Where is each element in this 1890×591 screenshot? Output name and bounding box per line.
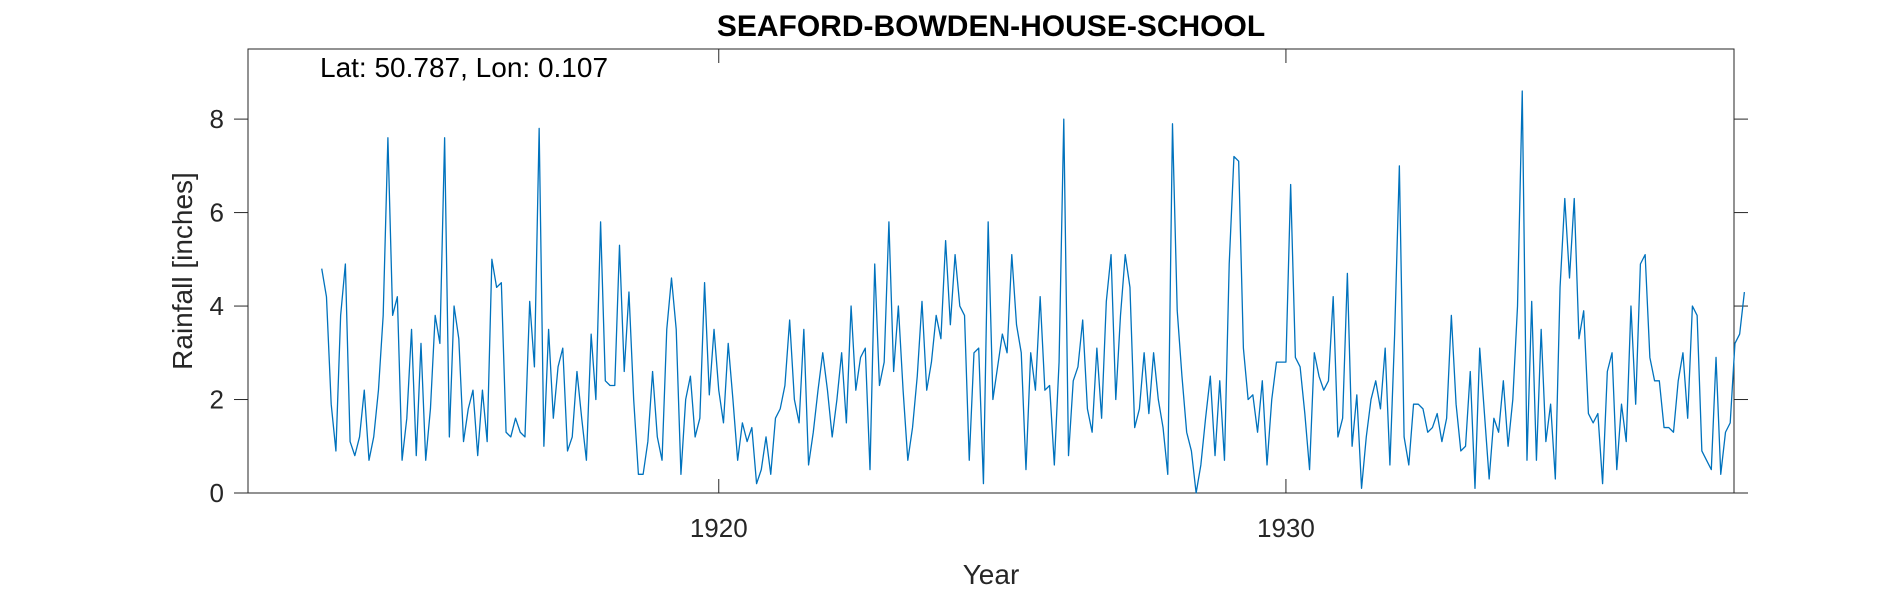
- x-tick-label: 1930: [1257, 513, 1315, 543]
- y-tick-label: 8: [210, 104, 224, 134]
- x-tick-label: 1920: [690, 513, 748, 543]
- y-tick-label: 4: [210, 291, 224, 321]
- y-tick-label: 0: [210, 478, 224, 508]
- chart-title: SEAFORD-BOWDEN-HOUSE-SCHOOL: [717, 10, 1265, 43]
- y-axis-label: Rainfall [inches]: [167, 172, 198, 370]
- location-annotation: Lat: 50.787, Lon: 0.107: [320, 52, 608, 83]
- x-axis: 1920 1930: [690, 49, 1315, 543]
- y-axis: 0 2 4 6 8: [210, 104, 1748, 508]
- plot-area: [247, 48, 1735, 494]
- y-tick-label: 6: [210, 198, 224, 228]
- series-line: [321, 90, 1746, 494]
- x-axis-label: Year: [963, 559, 1020, 590]
- y-tick-label: 2: [210, 385, 224, 415]
